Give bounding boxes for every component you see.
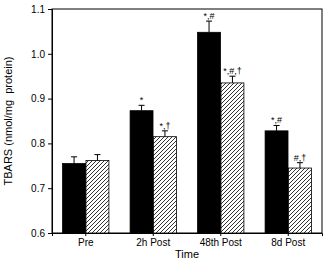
x-tick-label: 2h Post bbox=[136, 237, 170, 248]
x-tick: 2h Post bbox=[136, 233, 170, 248]
frame bbox=[52, 9, 322, 233]
y-tick: 1.0 bbox=[31, 49, 52, 60]
x-tick-mark bbox=[288, 233, 289, 236]
y-tick-label: 0.9 bbox=[31, 93, 45, 104]
x-tick-mark bbox=[85, 233, 86, 236]
annotation: #,† bbox=[294, 153, 307, 163]
y-axis-title: TBARS (nmol/mg protein) bbox=[2, 57, 14, 186]
y-tick: 1.1 bbox=[31, 4, 52, 15]
y-tick: 0.8 bbox=[31, 138, 52, 149]
y-tick-label: 0.7 bbox=[31, 183, 45, 194]
y-tick-mark bbox=[48, 99, 52, 100]
y-tick-mark bbox=[48, 9, 52, 10]
x-tick: Pre bbox=[78, 233, 94, 248]
chart: 0.6 0.7 0.8 0.9 1.0 1.1 Pre 2h Post 48th Post 8d … bbox=[0, 0, 330, 261]
x-tick-mark bbox=[220, 233, 221, 236]
y-tick-label: 0.8 bbox=[31, 138, 45, 149]
bar bbox=[288, 168, 311, 233]
y-tick: 0.9 bbox=[31, 93, 52, 104]
annotations: * *,# *,# *,† *,#,† #,† bbox=[140, 11, 306, 163]
x-axis: Pre 2h Post 48th Post 8d Post bbox=[53, 233, 323, 248]
y-axis-line bbox=[48, 10, 53, 234]
x-tick-label: 48th Post bbox=[200, 237, 242, 248]
error-bar bbox=[297, 163, 303, 168]
error-bar bbox=[94, 155, 100, 161]
bar bbox=[63, 164, 86, 233]
plot: 0.6 0.7 0.8 0.9 1.0 1.1 Pre 2h Post 48th Post 8d … bbox=[31, 4, 322, 248]
x-axis-line bbox=[53, 234, 323, 237]
y-tick: 0.6 bbox=[31, 228, 52, 239]
error-bar bbox=[274, 125, 280, 130]
annotation: *,#,† bbox=[223, 66, 242, 76]
x-tick-label: Pre bbox=[78, 237, 94, 248]
y-tick: 0.7 bbox=[31, 183, 52, 194]
y-tick-label: 1.0 bbox=[31, 49, 45, 60]
error-bar bbox=[162, 131, 168, 137]
y-tick-label: 1.1 bbox=[31, 4, 45, 15]
error-bar bbox=[139, 105, 145, 110]
y-tick-mark bbox=[48, 233, 52, 234]
bar bbox=[198, 32, 221, 233]
y-tick-label: 0.6 bbox=[31, 228, 45, 239]
annotation: * bbox=[140, 95, 144, 105]
y-tick-mark bbox=[48, 54, 52, 55]
y-tick-mark bbox=[48, 188, 52, 189]
error-bar bbox=[229, 76, 235, 83]
x-tick-label: 8d Post bbox=[271, 237, 305, 248]
annotation: *,† bbox=[159, 121, 170, 131]
x-tick-mark bbox=[153, 233, 154, 236]
bar bbox=[153, 137, 176, 233]
bar bbox=[130, 111, 153, 233]
bar bbox=[86, 160, 109, 233]
bar bbox=[221, 83, 244, 233]
error-bar bbox=[71, 157, 77, 164]
y-tick-mark bbox=[48, 143, 52, 144]
annotation: *,# bbox=[204, 11, 215, 21]
x-axis-title: Time bbox=[175, 248, 199, 260]
y-axis: 0.6 0.7 0.8 0.9 1.0 1.1 bbox=[31, 4, 52, 239]
bars bbox=[63, 21, 312, 233]
bar bbox=[265, 131, 288, 233]
x-tick: 48th Post bbox=[200, 233, 242, 248]
error-bar bbox=[206, 21, 212, 32]
annotation: *,# bbox=[271, 115, 282, 125]
x-tick: 8d Post bbox=[271, 233, 305, 248]
